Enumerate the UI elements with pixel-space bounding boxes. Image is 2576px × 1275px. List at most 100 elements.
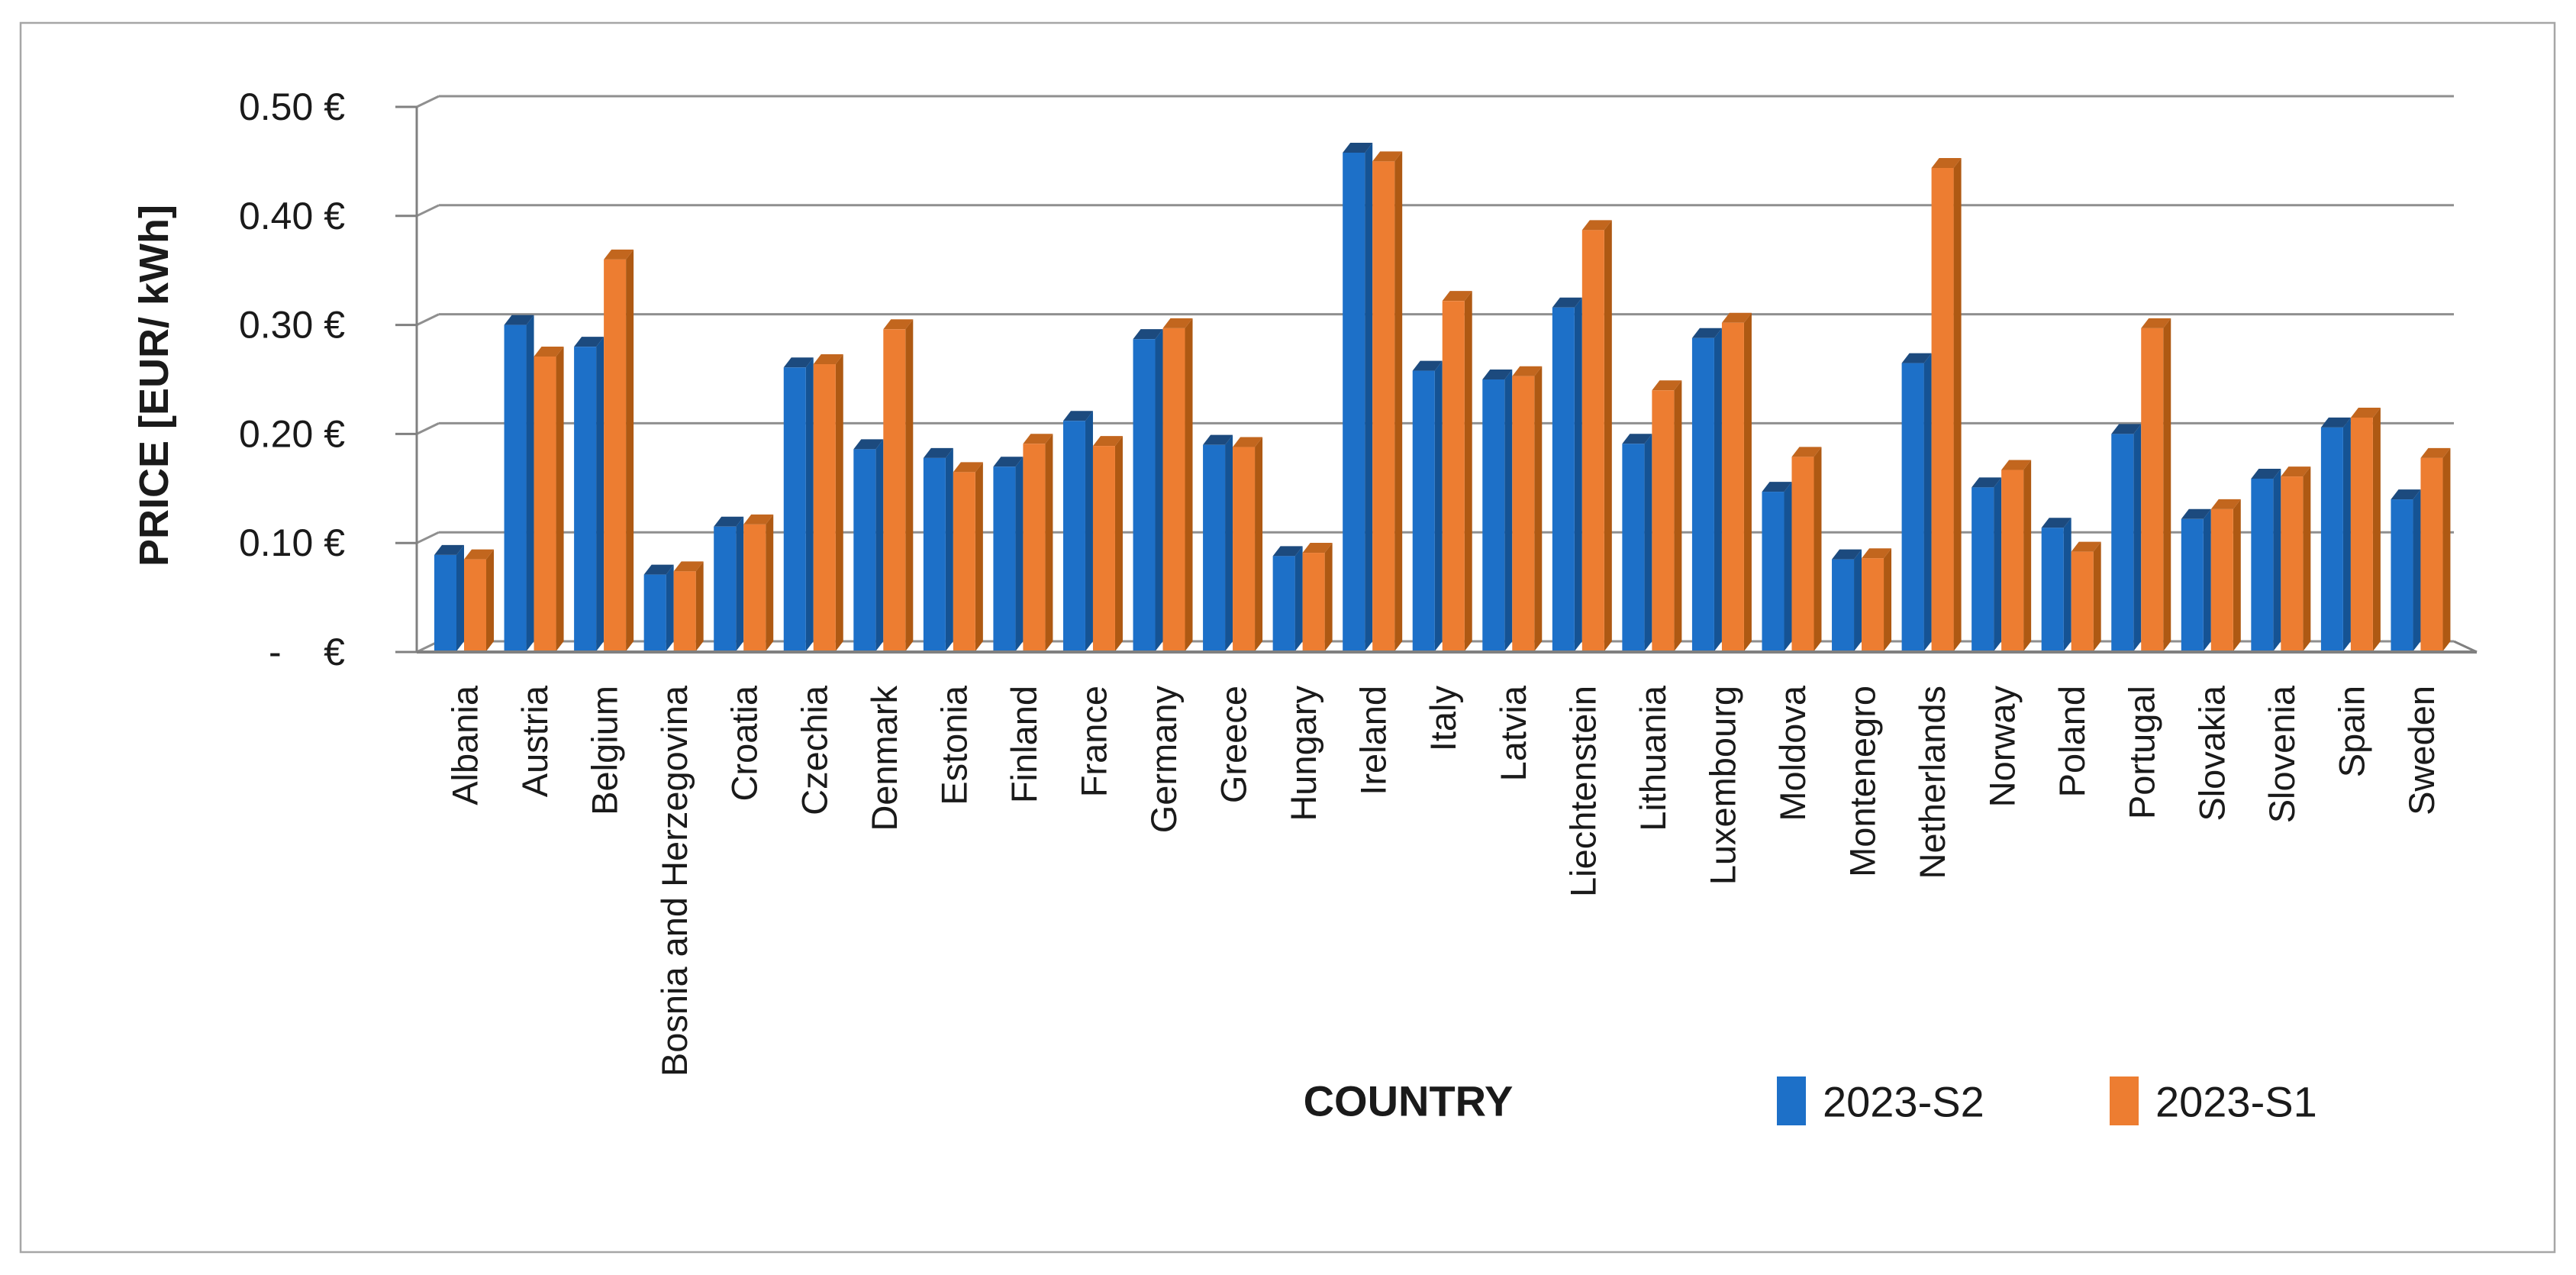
bar-2023-s2-netherlands (1901, 363, 1924, 651)
bar-2023-s1-denmark-side (905, 319, 914, 651)
bar-group-spain (2320, 407, 2381, 651)
bar-2023-s1-albania-side (486, 549, 494, 651)
bar-2023-s1-czechia (813, 364, 836, 651)
x-tick-label-estonia: Estonia (933, 685, 974, 805)
bar-2023-s1-montenegro (1862, 558, 1884, 651)
bar-2023-s2-liechtenstein-side (1574, 297, 1582, 651)
bar-2023-s1-czechia-top (813, 354, 843, 365)
bar-2023-s2-czechia (783, 367, 806, 651)
bar-2023-s1-belgium-top (604, 249, 634, 260)
bar-2023-s1-spain (2350, 417, 2373, 651)
bar-2023-s1-hungary-side (1324, 543, 1333, 651)
bar-2023-s2-hungary-side (1294, 546, 1303, 651)
bar-2023-s2-italy-top (1412, 360, 1443, 371)
bar-group-lithuania (1622, 380, 1682, 651)
bar-2023-s2-estonia (923, 457, 946, 651)
bar-2023-s1-austria-top (534, 347, 564, 357)
bar-2023-s2-france-side (1085, 411, 1093, 651)
bar-2023-s1-sweden-top (2420, 447, 2451, 458)
bar-group-france (1062, 411, 1123, 651)
bar-2023-s1-italy-side (1464, 291, 1472, 651)
bar-2023-s1-latvia (1512, 376, 1535, 651)
x-tick-label-montenegro: Montenegro (1843, 686, 1883, 877)
bar-2023-s1-montenegro-top (1862, 548, 1892, 559)
bar-2023-s1-poland (2071, 551, 2094, 651)
bar-2023-s2-portugal-side (2133, 424, 2142, 651)
bar-2023-s1-austria-side (556, 347, 564, 651)
x-tick-label-germany: Germany (1143, 686, 1184, 834)
y-tick-label-1: 0.10 € (239, 521, 345, 564)
bar-2023-s1-austria (534, 357, 556, 651)
x-tick-label-hungary: Hungary (1283, 686, 1323, 821)
gridline-depth-connector-1 (416, 531, 440, 544)
bar-2023-s2-poland-top (2041, 518, 2071, 528)
bar-2023-s2-ireland-top (1343, 142, 1373, 153)
bar-2023-s2-hungary-top (1272, 546, 1303, 557)
y-tick-label-5: 0.50 € (239, 86, 345, 128)
bar-2023-s2-slovakia (2181, 518, 2204, 651)
bar-2023-s2-czechia-top (783, 357, 814, 368)
legend: 2023-S2 2023-S1 (1777, 1076, 2317, 1126)
bar-2023-s1-portugal-top (2141, 318, 2171, 328)
y-tick-label-4: 0.40 € (239, 195, 345, 237)
bar-2023-s2-lithuania-top (1622, 434, 1652, 444)
x-tick-label-liechtenstein: Liechtenstein (1562, 686, 1603, 897)
x-tick-label-italy: Italy (1423, 686, 1463, 752)
bar-2023-s2-moldova (1762, 492, 1785, 651)
bar-2023-s2-montenegro-top (1832, 549, 1862, 560)
bar-2023-s2-finland-top (993, 457, 1024, 467)
bar-2023-s2-slovakia-top (2181, 508, 2211, 519)
bar-2023-s2-croatia-top (714, 516, 744, 527)
x-axis-title: COUNTRY (1304, 1077, 1514, 1125)
bar-2023-s2-estonia-top (923, 447, 953, 458)
bar-2023-s1-germany-top (1162, 318, 1193, 328)
bar-2023-s1-slovakia-top (2210, 499, 2241, 509)
bar-group-hungary (1272, 543, 1333, 651)
bar-2023-s2-luxembourg-top (1691, 328, 1722, 338)
legend-swatch-2023-s1 (2110, 1076, 2139, 1125)
bar-2023-s1-finland-top (1023, 434, 1053, 444)
bar-2023-s1-czechia-side (835, 354, 843, 651)
legend-item-2023-s1: 2023-S1 (2110, 1076, 2317, 1126)
bar-2023-s2-liechtenstein (1552, 307, 1575, 651)
bar-2023-s1-finland (1023, 444, 1046, 651)
bar-2023-s2-portugal (2111, 434, 2134, 651)
bar-2023-s1-bosnia-and-herzegovina-side (695, 561, 704, 651)
bar-2023-s2-finland-side (1015, 457, 1024, 651)
x-tick-label-denmark: Denmark (864, 686, 904, 831)
chart-border (19, 21, 2556, 1254)
bar-2023-s2-croatia (714, 526, 737, 651)
bar-2023-s2-spain (2320, 427, 2343, 651)
bar-2023-s1-ireland-side (1394, 151, 1403, 651)
x-tick-label-czechia: Czechia (794, 685, 834, 815)
bar-2023-s1-norway (2001, 470, 2024, 651)
bar-group-moldova (1762, 447, 1822, 651)
bar-2023-s2-greece-top (1203, 434, 1233, 445)
bar-2023-s1-moldova-side (1814, 447, 1822, 651)
bar-2023-s2-finland (993, 466, 1016, 651)
bar-group-denmark (853, 319, 914, 651)
bar-2023-s1-liechtenstein-side (1604, 220, 1612, 651)
bar-2023-s2-denmark-side (875, 439, 884, 651)
bar-2023-s2-norway-top (1971, 477, 2002, 488)
bar-group-portugal (2111, 318, 2171, 651)
bar-2023-s1-netherlands-top (1931, 157, 1962, 168)
bar-2023-s2-slovenia-side (2273, 468, 2281, 651)
bar-2023-s2-greece (1203, 444, 1226, 651)
bar-2023-s2-portugal-top (2111, 424, 2142, 434)
bar-2023-s2-hungary (1272, 556, 1295, 651)
bar-2023-s2-austria-side (526, 315, 534, 651)
bar-2023-s1-poland-top (2071, 541, 2101, 552)
bar-2023-s1-albania (464, 559, 486, 651)
x-tick-label-luxembourg: Luxembourg (1702, 686, 1743, 885)
y-tick-label-0: - € (269, 631, 345, 673)
bar-2023-s1-albania-top (464, 549, 494, 560)
bar-2023-s2-estonia-side (945, 447, 953, 651)
bar-2023-s2-denmark-top (853, 439, 884, 450)
bar-2023-s2-norway-side (1994, 477, 2002, 651)
bar-2023-s2-luxembourg-side (1714, 328, 1722, 651)
x-tick-label-moldova: Moldova (1772, 685, 1813, 821)
bar-2023-s1-latvia-side (1534, 366, 1543, 651)
